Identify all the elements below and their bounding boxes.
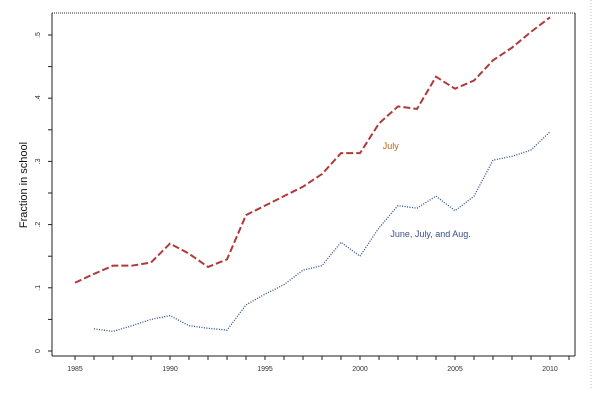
series-line-july bbox=[74, 16, 551, 284]
x-tick-label: 2000 bbox=[352, 366, 368, 373]
y-tick-label: .2 bbox=[35, 222, 42, 228]
y-tick-label: .4 bbox=[35, 95, 42, 101]
annotation-july: July bbox=[383, 141, 400, 151]
y-tick-label: .5 bbox=[35, 32, 42, 38]
x-tick-label: 2010 bbox=[542, 366, 558, 373]
x-tick-label: 1995 bbox=[257, 366, 273, 373]
series-line-june-july-aug bbox=[93, 131, 551, 333]
y-tick-label: .3 bbox=[35, 158, 42, 164]
y-tick-label: 0 bbox=[35, 349, 42, 353]
annotation-june-july-aug: June, July, and Aug. bbox=[390, 229, 470, 239]
y-axis-label: Fraction in school bbox=[18, 142, 30, 228]
y-tick-label: .1 bbox=[35, 285, 42, 291]
x-tick-label: 1985 bbox=[67, 366, 83, 373]
x-tick-label: 2005 bbox=[447, 366, 463, 373]
x-tick-label: 1990 bbox=[162, 366, 178, 373]
